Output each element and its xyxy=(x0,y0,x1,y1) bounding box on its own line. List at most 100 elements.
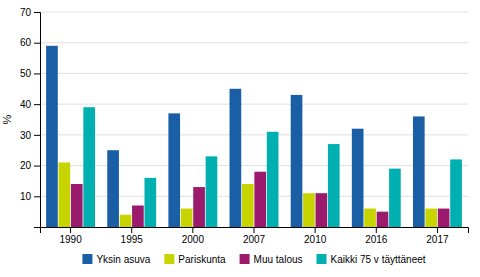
tick: 20 xyxy=(20,160,40,171)
grid-line xyxy=(40,104,468,105)
grid-line xyxy=(40,42,468,43)
bars xyxy=(46,46,462,227)
bar xyxy=(303,193,315,227)
tick-label: 2010 xyxy=(304,234,327,245)
tick: 70 xyxy=(20,7,40,18)
bar xyxy=(206,156,218,227)
legend-item: Yksin asuva xyxy=(82,254,150,265)
series xyxy=(59,163,438,228)
tick-mark xyxy=(34,196,40,197)
tick: 2016 xyxy=(365,227,388,245)
bar xyxy=(425,209,437,227)
tick-label: 40 xyxy=(20,99,32,110)
bar xyxy=(438,209,450,227)
bar xyxy=(168,113,180,227)
legend-label: Muu talous xyxy=(254,254,303,265)
bar xyxy=(413,116,425,227)
tick-label: 70 xyxy=(20,7,32,18)
tick-label: 1995 xyxy=(121,234,144,245)
tick: 2007 xyxy=(243,227,266,245)
bar xyxy=(389,169,401,227)
tick-label: 2016 xyxy=(365,234,388,245)
bar xyxy=(46,46,58,227)
axis-line xyxy=(34,13,41,228)
grid-line xyxy=(40,165,468,166)
bar xyxy=(230,89,242,227)
bar xyxy=(254,172,266,227)
tick-mark xyxy=(70,227,71,233)
grid-line xyxy=(40,73,468,74)
tick-label: 10 xyxy=(20,191,32,202)
tick-label: 1990 xyxy=(59,234,82,245)
tick-mark xyxy=(34,73,40,74)
tick-mark xyxy=(192,227,193,233)
grid-line xyxy=(40,196,468,197)
tick-mark xyxy=(437,227,438,233)
tick-mark xyxy=(34,12,40,13)
legend-item: Kaikki 75 v täyttäneet xyxy=(317,254,426,265)
tick: 2010 xyxy=(304,227,327,245)
grid-line xyxy=(40,12,468,13)
grid xyxy=(40,12,468,196)
tick: 1990 xyxy=(59,227,82,245)
bar xyxy=(291,95,303,227)
tick-label: 2000 xyxy=(182,234,205,245)
tick-label: 20 xyxy=(20,160,32,171)
bar xyxy=(83,107,95,227)
tick: 30 xyxy=(20,130,40,141)
legend-swatch xyxy=(240,254,250,264)
tick-mark xyxy=(34,166,40,167)
bar xyxy=(267,132,279,227)
tick: 2000 xyxy=(182,227,205,245)
bar xyxy=(107,150,119,227)
tick-mark xyxy=(34,43,40,44)
y-axis: 10 20 30 40 50 60 70 xyxy=(20,7,41,228)
bar xyxy=(352,129,364,227)
bar xyxy=(59,163,71,228)
tick-label: 2017 xyxy=(426,234,449,245)
bar xyxy=(120,215,132,227)
tick: 10 xyxy=(20,191,40,202)
legend-item: Pariskunta xyxy=(164,254,226,265)
tick-label: 50 xyxy=(20,68,32,79)
bar xyxy=(145,178,157,227)
plot: 1990 1995 2000 2007 2010 2016 2017 10 20 30 40 50 60… xyxy=(20,7,469,245)
tick: 2017 xyxy=(426,227,449,245)
tick-mark xyxy=(254,227,255,233)
bar xyxy=(132,206,144,228)
tick-mark xyxy=(315,227,316,233)
tick-mark xyxy=(34,135,40,136)
tick-label: 60 xyxy=(20,37,32,48)
legend-swatch xyxy=(317,254,327,264)
series xyxy=(46,46,425,227)
tick: 60 xyxy=(20,37,40,48)
bar xyxy=(242,184,254,227)
bar xyxy=(193,187,205,227)
axis-title: % xyxy=(1,114,13,124)
bar xyxy=(181,209,193,227)
legend-swatch xyxy=(82,254,92,264)
tick-mark xyxy=(34,104,40,105)
tick-mark xyxy=(131,227,132,233)
tick-label: 2007 xyxy=(243,234,266,245)
bar xyxy=(450,159,462,227)
tick: 40 xyxy=(20,99,40,110)
legend-swatch xyxy=(164,254,174,264)
chart: 1990 1995 2000 2007 2010 2016 2017 10 20 30 40 50 60… xyxy=(0,0,480,277)
grid-line xyxy=(40,134,468,135)
tick-label: 30 xyxy=(20,130,32,141)
bar xyxy=(364,209,376,227)
series xyxy=(83,107,462,227)
bar xyxy=(328,144,340,227)
tick: 50 xyxy=(20,68,40,79)
legend-label: Yksin asuva xyxy=(96,254,150,265)
legend-item: Muu talous xyxy=(240,254,303,265)
axis-line xyxy=(41,228,469,234)
legend: Yksin asuva Pariskunta Muu talous Kaikki 75… xyxy=(82,254,425,265)
bar xyxy=(316,193,328,227)
legend-label: Kaikki 75 v täyttäneet xyxy=(331,254,426,265)
x-axis: 1990 1995 2000 2007 2010 2016 2017 xyxy=(41,227,469,245)
tick-mark xyxy=(376,227,377,233)
bar xyxy=(71,184,83,227)
bar xyxy=(377,212,389,227)
